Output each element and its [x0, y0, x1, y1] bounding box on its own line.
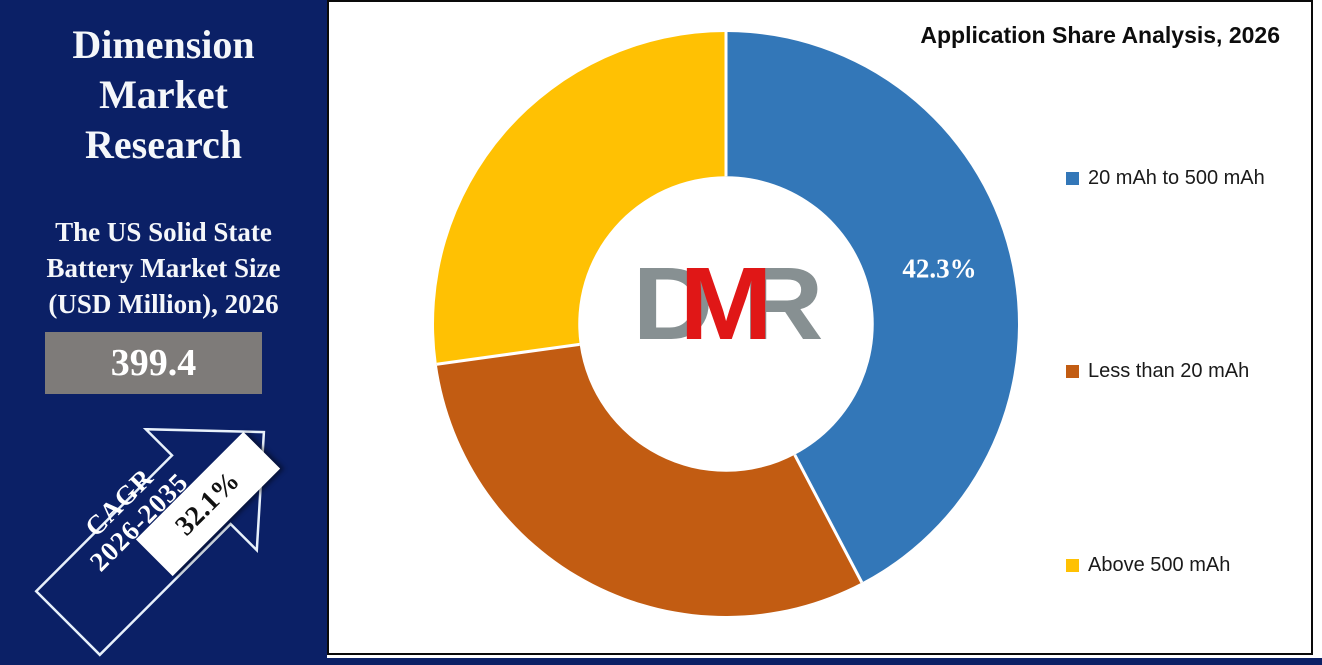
legend-swatch-icon [1066, 365, 1079, 378]
slice-separator [436, 342, 580, 366]
legend-item-2: Above 500 mAh [1066, 553, 1301, 577]
slice-separator [793, 454, 864, 584]
chart-panel: Application Share Analysis, 2026 42.3% D… [327, 0, 1313, 655]
brand-line: Dimension [72, 22, 255, 67]
heading-line: (USD Million), 2026 [48, 289, 279, 319]
legend-label: 20 mAh to 500 mAh [1088, 166, 1265, 189]
heading-line: The US Solid State [55, 217, 272, 247]
bottom-accent-strip [0, 658, 1322, 665]
chart-legend: 20 mAh to 500 mAh Less than 20 mAh Above 5… [1066, 166, 1301, 577]
donut-slice-1 [436, 344, 862, 616]
donut-slice-2 [434, 32, 726, 365]
donut-slice-0 [726, 32, 1019, 583]
market-size-heading: The US Solid State Battery Market Size (… [0, 214, 327, 322]
legend-label: Above 500 mAh [1088, 553, 1231, 576]
logo-letter-m: M [679, 246, 773, 362]
legend-item-1: Less than 20 mAh [1066, 360, 1301, 384]
brand-line: Research [85, 122, 242, 167]
donut-data-label: 42.3% [902, 254, 976, 284]
logo-letter-d: D [632, 246, 714, 362]
chart-title: Application Share Analysis, 2026 [920, 22, 1280, 48]
market-value-box: 399.4 [45, 332, 262, 394]
legend-item-0: 20 mAh to 500 mAh [1066, 166, 1301, 190]
dmr-logo: D M R [601, 250, 855, 359]
legend-label: Less than 20 mAh [1088, 360, 1250, 382]
donut-chart: 42.3% [434, 32, 1019, 616]
brand-title: Dimension Market Research [0, 0, 327, 170]
growth-arrow-icon [34, 428, 266, 657]
legend-swatch-icon [1066, 171, 1079, 185]
logo-letter-r: R [742, 246, 824, 362]
legend-swatch-icon [1066, 558, 1079, 572]
cagr-arrow-graphic: CAGR 2026-2035 32.1% [28, 428, 300, 663]
sidebar: Dimension Market Research The US Solid S… [0, 0, 327, 665]
heading-line: Battery Market Size [46, 253, 281, 283]
brand-line: Market [99, 72, 228, 117]
